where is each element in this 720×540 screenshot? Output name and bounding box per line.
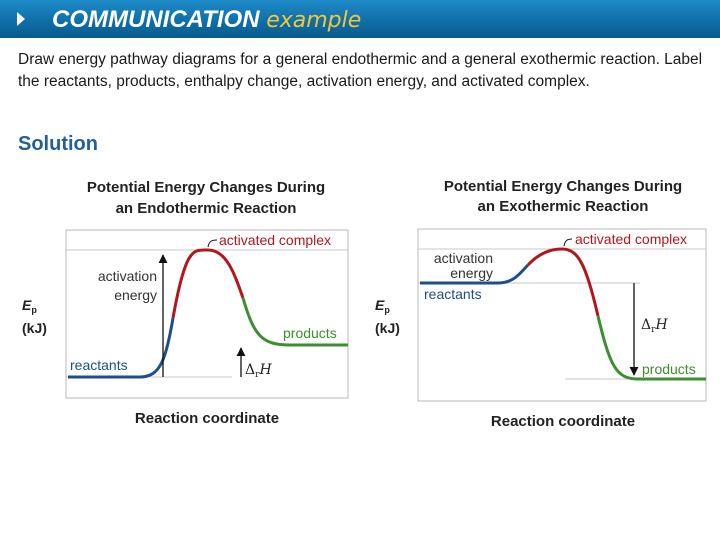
exo-activation-curve (526, 247, 600, 317)
banner-title: COMMUNICATION example (52, 6, 361, 35)
exo-activation-label-2: energy (450, 265, 493, 281)
exo-plot-frame (417, 228, 707, 402)
endo-title-line2: an Endothermic Reaction (116, 200, 297, 217)
endo-activation-label-2: energy (114, 287, 157, 303)
banner-title-bold: COMMUNICATION (52, 6, 260, 33)
endo-reactants-curve (68, 317, 175, 379)
endo-activation-curve (171, 248, 245, 319)
exo-title-line1: Potential Energy Changes During (444, 178, 682, 195)
exo-y-label-symbol: Ep (375, 297, 390, 315)
play-arrow-icon (17, 12, 25, 26)
endo-activated-complex-label: activated complex (219, 232, 331, 248)
exothermic-diagram: Potential Energy Changes During an Exoth… (375, 178, 707, 430)
endo-complex-leader (207, 239, 218, 248)
exo-reactants-curve (420, 263, 530, 285)
question-text: Draw energy pathway diagrams for a gener… (18, 51, 703, 90)
exo-enthalpy-label: ΔrH (641, 317, 668, 335)
header-banner: COMMUNICATION example (0, 0, 720, 38)
endo-title-line1: Potential Energy Changes During (87, 179, 325, 196)
exo-complex-leader (563, 238, 573, 247)
exo-y-label-unit: (kJ) (375, 320, 400, 336)
exo-reactants-label: reactants (424, 286, 482, 302)
exo-title-line2: an Exothermic Reaction (478, 198, 649, 215)
endothermic-diagram: Potential Energy Changes During an Endot… (22, 179, 349, 427)
endo-y-label-unit: (kJ) (22, 320, 47, 336)
exo-x-label: Reaction coordinate (491, 413, 635, 430)
banner-title-light: example (266, 8, 362, 33)
exo-activation-label-1: activation (434, 250, 493, 266)
endo-activation-label-1: activation (98, 268, 157, 284)
endo-products-label: products (283, 325, 337, 341)
solution-heading: Solution (18, 133, 98, 155)
endo-products-curve (241, 297, 348, 347)
exo-activated-complex-label: activated complex (575, 231, 687, 247)
endo-x-label: Reaction coordinate (135, 410, 279, 427)
exo-products-label: products (642, 361, 696, 377)
endo-plot-frame (65, 229, 349, 399)
endo-reactants-label: reactants (70, 357, 128, 373)
endo-enthalpy-label: ΔrH (245, 362, 272, 380)
endo-y-label-symbol: Ep (22, 297, 37, 315)
exo-products-curve (596, 315, 706, 381)
